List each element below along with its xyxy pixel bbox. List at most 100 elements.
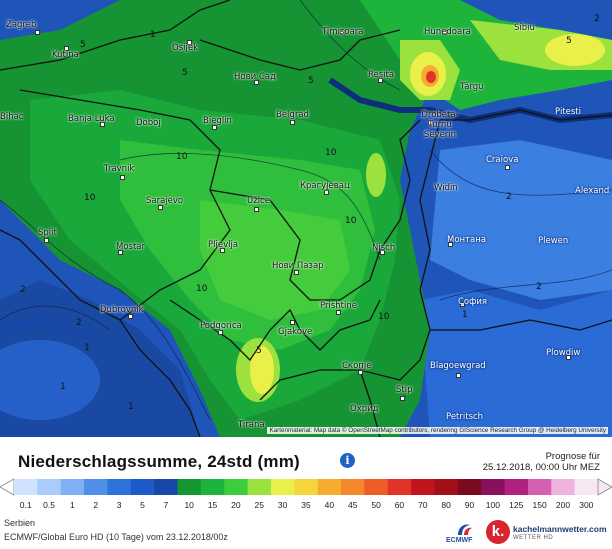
- city-label-resita: Reșița: [368, 70, 395, 80]
- city-marker-gjakova: [290, 320, 295, 325]
- city-marker-blagoevgrad: [456, 373, 461, 378]
- city-label-vidin: Widin: [434, 183, 458, 193]
- isoline-label: 5: [182, 68, 188, 78]
- isoline-label: 2: [594, 14, 600, 24]
- city-label-pleven: Plewen: [538, 236, 569, 246]
- kachelmann-logo[interactable]: k.: [486, 520, 510, 544]
- city-label-sofia: София: [458, 297, 488, 307]
- city-marker-plovdiv: [566, 355, 571, 360]
- city-marker-dubrovnik: [128, 314, 133, 319]
- legend-value-label: 35: [301, 500, 311, 510]
- legend-value-label: 30: [277, 500, 288, 510]
- forecast-label: Prognose für: [545, 451, 600, 462]
- city-label-montana: Монтана: [447, 235, 487, 245]
- isoline-label: 1: [462, 310, 468, 320]
- legend-value-label: 2: [93, 500, 99, 510]
- forecast-info: Prognose für 25.12.2018, 00:00 Uhr MEZ: [483, 451, 600, 473]
- city-label-nis: Nisch: [372, 243, 396, 253]
- legend-value-label: 70: [418, 500, 428, 510]
- city-label-pljevlja: Pljevlja: [208, 240, 239, 250]
- city-marker-split: [44, 238, 49, 243]
- legend-swatch: [387, 479, 412, 495]
- ecmwf-logo: ECMWF: [444, 521, 484, 547]
- city-marker-banja-luka: [100, 122, 105, 127]
- city-label-banja-luka: Banja Luka: [68, 114, 115, 124]
- city-label-split: Split: [38, 228, 57, 238]
- city-marker-drobeta: [428, 120, 433, 125]
- city-label-doboj: Doboj: [136, 118, 161, 128]
- legend-swatch: [247, 479, 272, 495]
- legend-swatch: [527, 479, 552, 495]
- isoline-label: 5: [256, 346, 262, 356]
- city-marker-travnik: [120, 175, 125, 180]
- legend-swatch: [130, 479, 155, 495]
- city-label-stip: Stip: [396, 385, 413, 395]
- legend-value-label: 5: [140, 500, 145, 510]
- city-marker-bijeljina: [212, 125, 217, 130]
- legend-swatch: [551, 479, 576, 495]
- model-info: ECMWF/Global Euro HD (10 Tage) vom 23.12…: [4, 532, 228, 542]
- city-label-uzice: Užice: [247, 196, 270, 206]
- city-marker-zagreb: [35, 30, 40, 35]
- city-label-pristina: Prishtine: [320, 301, 357, 311]
- city-label-novi-sad: Нови Сад: [234, 72, 276, 82]
- isoline-label: 1: [150, 30, 156, 40]
- isoline-label: 10: [325, 148, 337, 158]
- city-label-kragujevac: Крагујевац: [300, 181, 350, 191]
- city-marker-stip: [400, 396, 405, 401]
- legend-value-label: 0.5: [43, 500, 55, 510]
- legend-swatch: [434, 479, 459, 495]
- forecast-date: 25.12.2018, 00:00 Uhr MEZ: [482, 462, 600, 473]
- isoline-label: 2: [536, 282, 542, 292]
- legend-value-label: 7: [163, 500, 169, 510]
- city-label-tirana: Tirana: [238, 420, 265, 430]
- isoline-label: 5: [566, 36, 572, 46]
- isoline-label: 5: [80, 40, 86, 50]
- city-label-targu: Târgu: [460, 82, 484, 92]
- region-label: Serbien: [4, 518, 36, 528]
- city-label-timisoara: Timișoara: [322, 27, 364, 37]
- legend-arrow-right: [597, 478, 612, 496]
- city-marker-osijek: [187, 40, 192, 45]
- city-label-alexandria: Alexand: [575, 186, 610, 196]
- isoline-label: 2: [76, 318, 82, 328]
- legend-swatch: [154, 479, 179, 495]
- city-label-sibiu: Sibiu: [514, 23, 535, 33]
- city-marker-montana: [448, 242, 453, 247]
- legend-swatch: [411, 479, 435, 495]
- info-icon[interactable]: i: [340, 453, 355, 468]
- city-marker-novi-sad: [254, 80, 259, 85]
- legend-swatch: [341, 479, 365, 495]
- isoline-label: 10: [345, 216, 357, 226]
- legend-value-label: 0.1: [19, 500, 32, 510]
- legend-swatch: [294, 479, 319, 495]
- city-label-bihac: Bihac: [0, 112, 24, 122]
- isoline-label: 10: [378, 312, 390, 322]
- brand-subtitle: WETTER HD: [513, 535, 554, 541]
- map-title: Niederschlagssumme, 24std (mm): [18, 452, 300, 471]
- city-label-ohrid: Охрид: [350, 404, 379, 414]
- legend-value-label: 90: [464, 500, 475, 510]
- city-marker-sarajevo: [158, 205, 163, 210]
- city-marker-hunedoara: [442, 30, 447, 35]
- city-label-pitesti: Pitesti: [555, 107, 581, 117]
- legend-value-label: 60: [394, 500, 405, 510]
- city-marker-resita: [378, 78, 383, 83]
- brand-name[interactable]: kachelmannwetter.com: [513, 524, 607, 534]
- legend-value-label: 125: [509, 500, 524, 510]
- city-marker-kragujevac: [324, 190, 329, 195]
- legend-value-label: 25: [254, 500, 264, 510]
- city-marker-uzice: [254, 207, 259, 212]
- legend-value-label: 300: [579, 500, 594, 510]
- legend-swatch: [481, 479, 506, 495]
- legend-swatch: [457, 479, 482, 495]
- map-attribution[interactable]: Kartenmaterial: Map data © OpenStreetMap…: [267, 427, 608, 434]
- legend-arrow-left: [0, 478, 15, 496]
- city-label-bijeljina: Bieglin: [203, 116, 232, 126]
- city-label-sarajevo: Sarajevo: [146, 196, 184, 206]
- legend-value-label: 45: [347, 500, 358, 510]
- ecmwf-label: ECMWF: [446, 537, 473, 544]
- city-label-travnik: Travnik: [104, 164, 135, 174]
- city-label-novi-pazar: Нови Пазар: [272, 261, 324, 271]
- city-marker-sofia: [460, 302, 465, 307]
